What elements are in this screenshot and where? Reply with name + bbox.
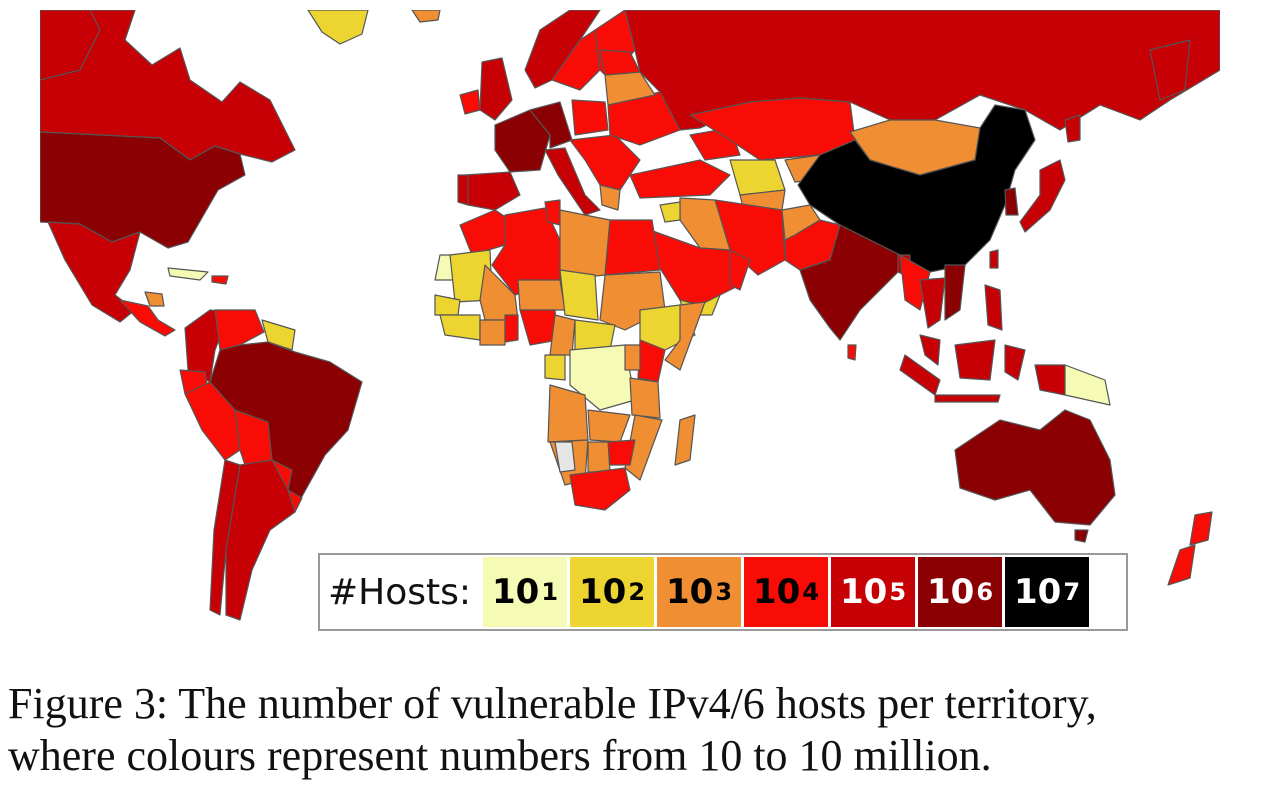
region-uk bbox=[479, 57, 513, 121]
region-cuba bbox=[167, 267, 209, 281]
region-turkey bbox=[629, 159, 731, 199]
legend-label: #Hosts: bbox=[328, 571, 472, 613]
legend-swatch-10-7: 10 7 bbox=[1005, 557, 1090, 627]
legend-base: 10 bbox=[492, 572, 540, 612]
region-argentina bbox=[225, 459, 296, 621]
region-italy bbox=[544, 147, 601, 216]
region-tanzania bbox=[629, 377, 661, 419]
region-cameroon bbox=[549, 314, 576, 356]
region-namibia-nodata bbox=[554, 441, 576, 473]
region-greenland bbox=[307, 10, 369, 45]
region-norway bbox=[524, 10, 601, 89]
legend-exp: 2 bbox=[628, 578, 646, 606]
region-java bbox=[934, 394, 1001, 403]
legend-swatch-10-4: 10 4 bbox=[744, 557, 829, 627]
region-zambia bbox=[587, 409, 631, 443]
region-thailand bbox=[919, 277, 946, 329]
region-malaysia bbox=[919, 334, 941, 366]
region-uruguay bbox=[287, 489, 303, 513]
region-south-africa bbox=[569, 467, 631, 511]
region-nz-south bbox=[1167, 544, 1196, 586]
region-korea bbox=[1004, 187, 1019, 216]
legend-base: 10 bbox=[1014, 572, 1062, 612]
legend-base: 10 bbox=[753, 572, 801, 612]
legend-exp: 5 bbox=[889, 578, 907, 606]
legend-base: 10 bbox=[927, 572, 975, 612]
region-vietnam bbox=[944, 264, 966, 321]
region-madagascar bbox=[674, 414, 696, 466]
region-drc bbox=[569, 344, 636, 411]
region-somalia bbox=[664, 301, 706, 371]
region-botswana bbox=[587, 441, 611, 473]
caption-line-2: where colours represent numbers from 10 … bbox=[8, 731, 992, 780]
region-tasmania bbox=[1074, 529, 1089, 543]
region-borneo bbox=[954, 339, 996, 381]
region-baltics bbox=[599, 49, 641, 76]
region-caribbean bbox=[211, 275, 229, 285]
legend-swatch-10-5: 10 5 bbox=[831, 557, 916, 627]
legend-swatch-10-1: 10 1 bbox=[483, 557, 568, 627]
legend: #Hosts: 10 1 10 2 10 3 10 4 10 5 10 6 10 7 bbox=[318, 553, 1128, 631]
region-papua bbox=[1064, 364, 1111, 406]
region-central-america-b bbox=[144, 291, 165, 307]
legend-swatch-10-6: 10 6 bbox=[918, 557, 1003, 627]
region-ghana bbox=[504, 314, 519, 343]
legend-swatch-10-2: 10 2 bbox=[570, 557, 655, 627]
legend-exp: 1 bbox=[541, 578, 559, 606]
legend-exp: 7 bbox=[1063, 578, 1081, 606]
region-iceland bbox=[411, 10, 441, 23]
region-hokkaido bbox=[1064, 114, 1081, 143]
region-taiwan bbox=[989, 249, 999, 269]
region-new-guinea-w bbox=[1034, 364, 1066, 396]
legend-exp: 6 bbox=[976, 578, 994, 606]
region-israel-jordan bbox=[659, 201, 681, 223]
region-australia bbox=[954, 409, 1116, 526]
legend-base: 10 bbox=[666, 572, 714, 612]
figure-caption: Figure 3: The number of vulnerable IPv4/… bbox=[8, 678, 1263, 782]
legend-exp: 4 bbox=[802, 578, 820, 606]
region-nz-north bbox=[1189, 511, 1213, 546]
caption-line-1: Figure 3: The number of vulnerable IPv4/… bbox=[8, 679, 1097, 728]
region-angola bbox=[547, 384, 589, 443]
region-car bbox=[574, 319, 616, 351]
region-alaska bbox=[40, 10, 101, 81]
region-poland bbox=[571, 99, 609, 136]
world-map bbox=[40, 10, 1220, 635]
region-portugal bbox=[457, 174, 469, 206]
region-mexico bbox=[47, 221, 141, 323]
region-balkans bbox=[569, 134, 641, 191]
region-philippines bbox=[984, 284, 1003, 331]
region-ivory-coast bbox=[479, 319, 506, 346]
legend-exp: 3 bbox=[715, 578, 733, 606]
legend-swatch-10-3: 10 3 bbox=[657, 557, 742, 627]
region-ireland bbox=[459, 89, 481, 115]
region-srilanka bbox=[847, 344, 857, 361]
region-gabon bbox=[544, 354, 566, 381]
region-uganda bbox=[624, 344, 641, 371]
region-greece bbox=[599, 184, 621, 211]
region-sulawesi bbox=[1004, 344, 1026, 381]
region-spain bbox=[464, 171, 521, 211]
region-venezuela bbox=[214, 309, 265, 351]
region-japan bbox=[1019, 159, 1066, 233]
region-niger bbox=[517, 279, 566, 311]
region-germany bbox=[529, 101, 573, 149]
region-kamchatka bbox=[1149, 39, 1191, 101]
region-zimbabwe bbox=[607, 439, 636, 466]
region-chad bbox=[559, 269, 599, 321]
region-uzbekistan bbox=[729, 159, 786, 196]
region-oman bbox=[729, 249, 751, 291]
region-egypt bbox=[604, 219, 661, 276]
legend-base: 10 bbox=[840, 572, 888, 612]
region-guinea bbox=[439, 314, 481, 341]
region-libya bbox=[559, 209, 611, 281]
legend-base: 10 bbox=[579, 572, 627, 612]
region-central-america bbox=[119, 299, 176, 337]
